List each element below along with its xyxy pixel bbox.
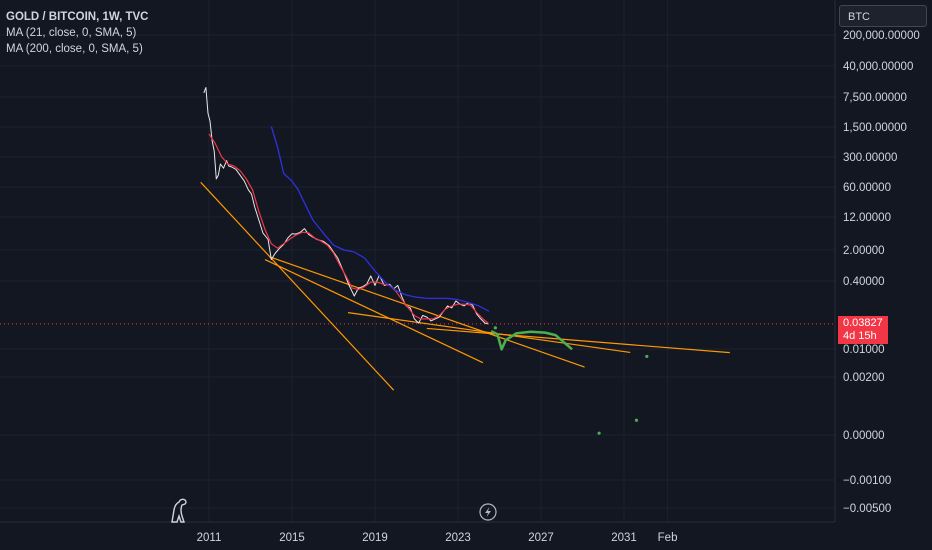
x-tick-label: 2023 <box>445 532 471 544</box>
projection-point <box>634 418 639 422</box>
y-tick-label: 0.01000 <box>843 344 885 356</box>
trendline[interactable] <box>268 256 585 368</box>
last-price-tag: 0.03827 4d 15h <box>838 316 888 344</box>
y-tick-label: 2.00000 <box>843 245 885 257</box>
price-line[interactable] <box>203 87 489 325</box>
y-tick-label: 40,000.00000 <box>843 61 913 73</box>
y-tick-label: 0.40000 <box>843 276 885 288</box>
y-tick-label: −0.00100 <box>843 475 891 487</box>
y-tick-label: 200,000.00000 <box>843 30 920 42</box>
x-tick-label: 2019 <box>362 532 388 544</box>
y-tick-label: 0.00000 <box>843 430 885 442</box>
x-tick-label: 2027 <box>528 532 554 544</box>
y-tick-label: 60.00000 <box>843 182 891 194</box>
ma200-line[interactable] <box>270 126 490 312</box>
trendline[interactable] <box>347 312 631 354</box>
y-tick-label: 7,500.00000 <box>843 92 907 104</box>
trendline[interactable] <box>264 258 484 364</box>
bar-countdown: 4d 15h <box>843 330 877 342</box>
projection-point <box>597 431 601 435</box>
logo-icon[interactable] <box>171 498 187 523</box>
x-tick-label: 2011 <box>197 532 222 544</box>
chart-legend: GOLD / BITCOIN, 1W, TVC MA (21, close, 0… <box>6 9 148 57</box>
x-tick-label: Feb <box>658 532 678 544</box>
y-tick-label: 0.00200 <box>843 372 885 384</box>
last-price-value: 0.03827 <box>843 317 883 329</box>
ma200-legend[interactable]: MA (200, close, 0, SMA, 5) <box>6 43 143 55</box>
x-tick-label: 2015 <box>279 532 305 544</box>
y-tick-label: 12.00000 <box>843 212 891 224</box>
currency-button[interactable]: BTC <box>839 5 927 27</box>
ma21-line[interactable] <box>208 133 489 324</box>
projection-point <box>493 326 497 330</box>
projection-point <box>645 354 649 359</box>
projection-line[interactable] <box>490 329 573 351</box>
trendline[interactable] <box>200 181 395 391</box>
x-tick-label: 2031 <box>611 532 637 544</box>
symbol-title[interactable]: GOLD / BITCOIN, 1W, TVC <box>6 11 149 23</box>
ma21-legend[interactable]: MA (21, close, 0, SMA, 5) <box>6 27 137 39</box>
flash-icon[interactable] <box>479 503 497 521</box>
y-tick-label: −0.00500 <box>843 503 891 515</box>
y-tick-label: 300.00000 <box>843 152 897 164</box>
trendline[interactable] <box>426 327 730 354</box>
y-tick-label: 1,500.00000 <box>843 122 907 134</box>
